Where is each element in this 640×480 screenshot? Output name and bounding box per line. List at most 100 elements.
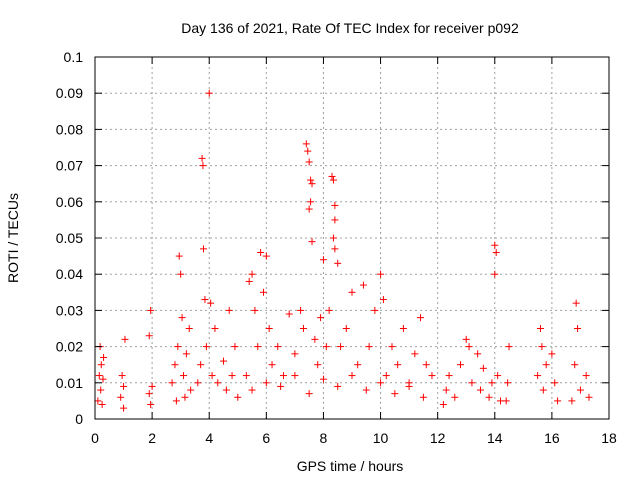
y-tick-label: 0.02	[56, 339, 83, 355]
data-point-marker	[234, 393, 242, 401]
y-tick-label: 0.1	[64, 49, 84, 65]
data-point-marker	[329, 234, 337, 242]
data-point-marker	[245, 277, 253, 285]
data-point-marker	[291, 372, 299, 380]
data-point-marker	[268, 361, 276, 369]
data-point-marker	[94, 397, 102, 405]
data-point-marker	[317, 314, 325, 322]
data-point-marker	[319, 375, 327, 383]
data-point-marker	[199, 162, 207, 170]
data-point-marker	[201, 296, 209, 304]
data-point-marker	[504, 379, 512, 387]
data-point-marker	[257, 248, 265, 256]
y-tick-label: 0.06	[56, 194, 83, 210]
data-point-marker	[187, 386, 195, 394]
data-point-marker	[411, 350, 419, 358]
data-point-marker	[534, 372, 542, 380]
data-point-marker	[442, 386, 450, 394]
data-point-marker	[147, 401, 155, 409]
data-point-marker	[428, 372, 436, 380]
data-point-marker	[297, 306, 305, 314]
data-point-marker	[259, 288, 267, 296]
data-point-marker	[242, 372, 250, 380]
data-point-marker	[208, 372, 216, 380]
data-point-marker	[262, 379, 270, 387]
data-point-marker	[539, 386, 547, 394]
data-point-marker	[171, 361, 179, 369]
data-point-marker	[585, 393, 593, 401]
data-point-marker	[254, 343, 262, 351]
data-point-marker	[181, 393, 189, 401]
data-point-marker	[422, 361, 430, 369]
data-point-marker	[178, 314, 186, 322]
data-point-marker	[538, 343, 546, 351]
data-point-marker	[291, 350, 299, 358]
data-point-marker	[362, 386, 370, 394]
data-point-marker	[311, 335, 319, 343]
data-point-marker	[172, 397, 180, 405]
data-point-marker	[175, 252, 183, 260]
data-point-marker	[231, 343, 239, 351]
x-tick-label: 10	[373, 430, 389, 446]
y-tick-label: 0.08	[56, 121, 83, 137]
data-point-marker	[277, 382, 285, 390]
data-point-marker	[359, 281, 367, 289]
data-point-marker	[95, 372, 103, 380]
data-point-marker	[554, 397, 562, 405]
data-point-marker	[582, 372, 590, 380]
data-point-marker	[279, 372, 287, 380]
data-point-marker	[329, 176, 337, 184]
data-point-marker	[248, 386, 256, 394]
data-point-marker	[262, 252, 270, 260]
data-point-marker	[377, 379, 385, 387]
data-point-marker	[325, 306, 333, 314]
data-point-marker	[439, 401, 447, 409]
data-point-marker	[492, 248, 500, 256]
x-axis-label: GPS time / hours	[297, 458, 404, 474]
data-point-marker	[485, 393, 493, 401]
data-point-marker	[354, 361, 362, 369]
data-point-marker	[121, 335, 129, 343]
data-point-marker	[202, 343, 210, 351]
data-point-marker	[207, 299, 215, 307]
data-point-marker	[180, 372, 188, 380]
data-point-marker	[551, 379, 559, 387]
data-point-marker	[147, 306, 155, 314]
data-point-marker	[194, 379, 202, 387]
data-point-marker	[348, 288, 356, 296]
x-tick-label: 2	[148, 430, 156, 446]
data-point-marker	[334, 259, 342, 267]
data-point-marker	[251, 306, 259, 314]
data-point-marker	[305, 158, 313, 166]
x-tick-label: 16	[544, 430, 560, 446]
data-point-marker	[542, 361, 550, 369]
data-point-marker	[536, 325, 544, 332]
data-point-marker	[405, 382, 413, 390]
y-tick-label: 0.07	[56, 158, 83, 174]
data-point-marker	[474, 350, 482, 358]
data-point-marker	[307, 176, 315, 184]
data-point-marker	[220, 357, 227, 365]
data-point-marker	[118, 372, 126, 380]
data-point-marker	[468, 379, 476, 387]
data-point-marker	[462, 335, 470, 343]
data-point-marker	[148, 382, 156, 390]
data-point-marker	[99, 375, 107, 383]
y-tick-label: 0.03	[56, 302, 83, 318]
data-point-marker	[457, 361, 465, 369]
data-point-marker	[120, 382, 128, 390]
data-point-marker	[185, 325, 193, 332]
axis-ticks	[94, 56, 610, 420]
data-point-marker	[394, 361, 402, 369]
data-point-marker	[417, 314, 425, 322]
x-tick-label: 18	[601, 430, 617, 446]
data-point-marker	[182, 350, 190, 358]
data-point-marker	[568, 397, 576, 405]
data-point-marker	[505, 343, 513, 351]
data-point-marker	[117, 393, 125, 401]
data-point-marker	[304, 147, 312, 155]
data-point-marker	[174, 343, 182, 351]
data-point-marker	[98, 401, 106, 409]
data-point-marker	[145, 390, 153, 398]
data-point-marker	[574, 325, 582, 332]
